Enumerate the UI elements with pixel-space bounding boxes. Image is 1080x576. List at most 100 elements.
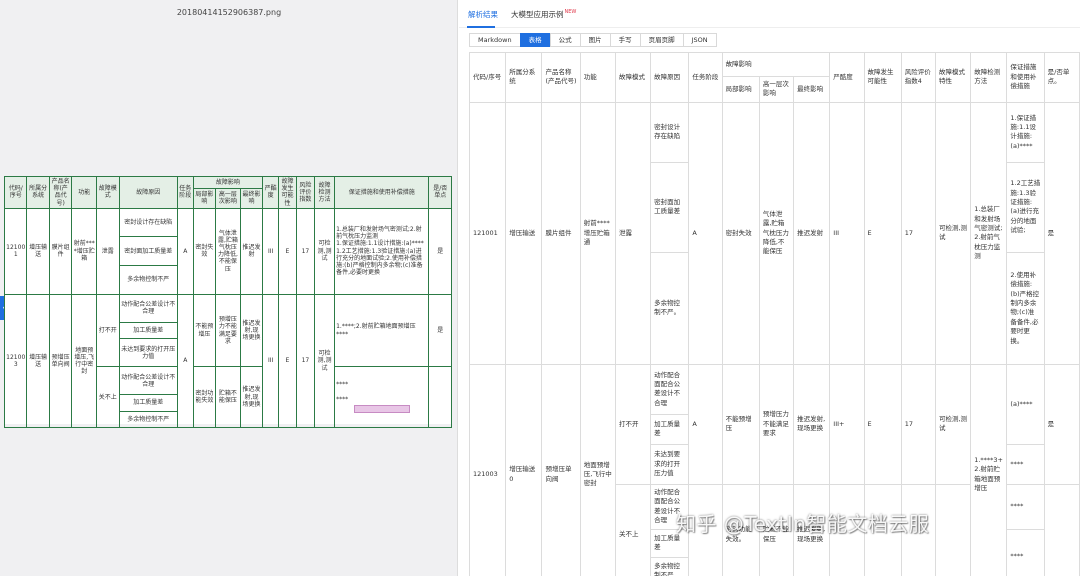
table-cell: 预增压单向阀 [541, 363, 581, 576]
table-cell: **** [1006, 483, 1045, 530]
table-row: 121003 增压输送0 预增压单向阀 地面预增压,飞行中密封 打不开 动作配合… [469, 363, 1080, 576]
col-header: 故障模式 [614, 52, 652, 103]
col-header: 是/否单点。 [1043, 52, 1080, 103]
format-tab-group: Markdown 表格 公式 图片 手写 页眉页脚 JSON [469, 33, 717, 47]
tab-table[interactable]: 表格 [519, 33, 551, 47]
table-cell: 多余物控制不严 [650, 556, 690, 576]
table-cell: 膜片组件 [541, 101, 581, 365]
tab-header-footer[interactable]: 页眉页脚 [639, 33, 684, 47]
measure-text: 1.保证措施:1.1设计措施:(a)****1.2工艺措施:1.3验证措施:(a… [336, 240, 424, 277]
table-cell: 打不开 [614, 363, 652, 485]
table-cell: E [277, 293, 297, 429]
table-cell: 1.2工艺措施:1.3验证措施:(a)进行充分的地面试验; [1006, 161, 1045, 253]
table-cell: 贮箱不能保压 [215, 366, 241, 429]
table-cell: E [863, 101, 902, 365]
parse-result-pane: 解析结果 大模型应用示例NEW Markdown 表格 公式 图片 手写 页眉页… [459, 0, 1080, 576]
table-row: 密封面加工质量差 [5, 236, 452, 267]
table-row: 密封面加工质量差 1.2工艺措施:1.3验证措施:(a)进行充分的地面试验; [470, 161, 1080, 253]
table-cell: 多余物控制不严。 [650, 251, 690, 365]
table-cell: 可检测,测试 [934, 363, 972, 485]
table-cell: III+ [829, 363, 865, 485]
watermark-text: 知乎 @TextIn智能文档云服 [676, 512, 930, 536]
table-cell: E [277, 207, 297, 295]
table-cell: 增压输送0 [505, 363, 543, 576]
col-header: 故障模式特性 [934, 52, 972, 103]
table-cell: 射前****增压贮箱通 [579, 101, 616, 365]
table-cell: A [688, 363, 723, 485]
col-header: 功能 [579, 52, 616, 103]
tab-llm-demo[interactable]: 大模型应用示例NEW [511, 9, 576, 20]
col-header: 故障检测方法 [970, 52, 1008, 103]
table-cell: 不能预增压 [721, 363, 760, 485]
table-cell: III [829, 101, 865, 365]
table-cell: 预增压单向阀 [48, 293, 73, 429]
table-cell: 17 [295, 207, 315, 295]
table-cell: 动作配合公差设计不合理 [118, 293, 178, 323]
tab-markdown[interactable]: Markdown [469, 33, 521, 47]
tab-llm-demo-label: 大模型应用示例 [511, 10, 564, 19]
col-header: 代码/序号 [3, 176, 28, 209]
table-cell: 关不上 [96, 366, 120, 429]
table-cell: 121003 [3, 293, 28, 429]
table-cell: 可检测,测试 [934, 101, 972, 365]
tab-image[interactable]: 图片 [579, 33, 611, 47]
original-document-image: 代码/序号 所属分系统 产品名称(产品代号) 功能 故障模式 故障原因 任务阶段… [3, 176, 452, 429]
tab-json[interactable]: JSON [682, 33, 717, 47]
table-row: 未达到要求的打开压力值 **** [470, 443, 1080, 485]
col-header: 局部影响 [721, 76, 760, 103]
table-cell: 推迟发射 [239, 207, 264, 295]
table-cell: 动作配合面配合公差设计不合理 [650, 483, 690, 530]
table-cell: 动作配合公差设计不合理 [118, 366, 178, 396]
parsed-table-container[interactable]: 代码/序号 所属分系统 产品名称(产品代号) 功能 故障模式 故障原因 任务阶段… [469, 52, 1080, 576]
table-row: 未达到要求的打开压力值 [5, 338, 452, 368]
table-cell: 未达到要求的打开压力值 [650, 443, 690, 485]
col-header: 风险评价指数4 [900, 52, 936, 103]
table-cell: 膜片组件 [48, 207, 73, 295]
table-cell: 射前****增压贮箱 [71, 207, 98, 295]
file-title: 20180414152906387.png [176, 8, 282, 17]
method-text: 1.总装厂和发射场气密测试;2.射前气枕压力监测 [336, 226, 422, 241]
table-cell: 多余物控制不严 [118, 265, 178, 295]
table-cell: III [262, 293, 279, 429]
table-row: 加工质量差 [470, 413, 1080, 445]
table-cell: 预增压力不能满足要求 [758, 363, 795, 485]
table-cell: 气体泄露,贮箱气枕压力降低,不能保压 [758, 101, 795, 365]
table-cell: **** **** [334, 366, 430, 429]
table-cell: 泄露 [96, 207, 120, 295]
table-cell: A [176, 207, 194, 295]
col-header: 功能 [71, 176, 98, 209]
table-cell: 加工质量差 [118, 321, 178, 340]
table-cell: 密封功能失效 [192, 366, 217, 429]
tab-handwriting[interactable]: 手写 [609, 33, 641, 47]
table-cell: 可检测,测试 [313, 293, 336, 429]
col-header: 产品名称(产品代号) [541, 52, 581, 103]
tab-formula[interactable]: 公式 [549, 33, 581, 47]
table-cell: 推迟发射 [793, 101, 831, 365]
table-cell: 泄露 [614, 101, 652, 365]
table-cell [934, 483, 972, 576]
active-tab-indicator [467, 26, 495, 28]
result-tab-bar: 解析结果 大模型应用示例NEW [459, 0, 1080, 28]
col-header: 所属分系统 [505, 52, 543, 103]
table-row: 多余物控制不严。 2.使用补偿措施:(b)严格控制内多余物;(c)准备备件,必要… [470, 251, 1080, 365]
measure-text: **** [336, 395, 349, 403]
col-header: 故障原因 [118, 176, 178, 209]
col-header: 故障发生可能性 [277, 176, 297, 209]
table-cell: **** [1006, 528, 1045, 576]
table-cell: 地面预增压,飞行中密封 [71, 293, 98, 429]
table-cell: 密封失效 [721, 101, 760, 365]
col-header: 任务阶段 [688, 52, 723, 103]
col-header: 任务阶段 [176, 176, 194, 209]
table-cell: A [176, 293, 194, 429]
table-cell: 1.总装厂和发射场气密测试;2.射前气枕压力监测 [970, 101, 1008, 365]
method-text: 1.****;2.射前贮箱地面预增压 [336, 323, 416, 331]
table-row: 加工质量差 [5, 321, 452, 340]
parsed-fmea-table: 代码/序号 所属分系统 产品名称(产品代号) 功能 故障模式 故障原因 任务阶段… [469, 52, 1080, 576]
tab-parse-result[interactable]: 解析结果 [468, 10, 498, 19]
table-cell: III [262, 207, 279, 295]
col-header: 是/否单点 [428, 176, 452, 209]
table-cell: 密封设计存在缺陷 [118, 207, 178, 238]
table-cell: 地面预增压,飞行中密封 [579, 363, 616, 576]
selection-highlight [353, 405, 410, 413]
original-fmea-table: 代码/序号 所属分系统 产品名称(产品代号) 功能 故障模式 故障原因 任务阶段… [3, 176, 452, 429]
